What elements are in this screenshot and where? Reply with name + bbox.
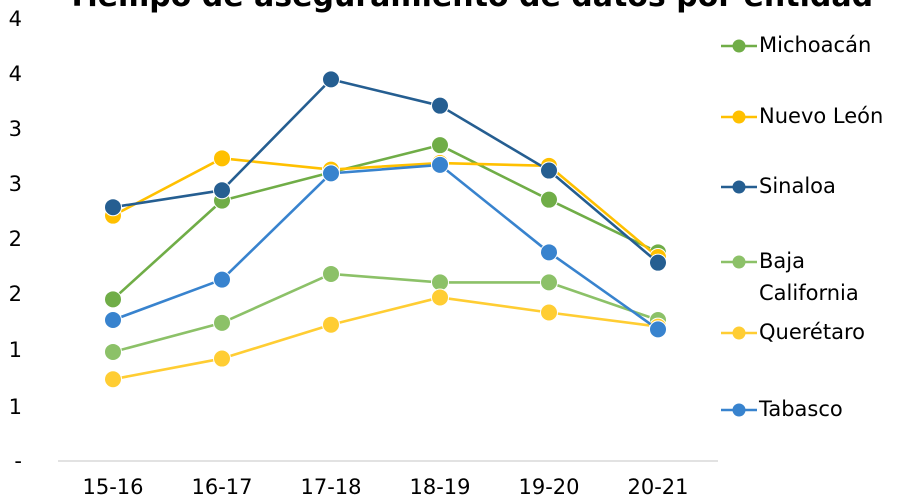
data-point <box>649 320 667 339</box>
chart-title: Tiempo de aseguramiento de datos por ent… <box>67 0 873 14</box>
data-point <box>540 273 558 292</box>
x-tick-label: 17-18 <box>300 475 361 499</box>
y-tick-label: 1 <box>9 338 22 362</box>
legend-label: Tabasco <box>758 397 843 421</box>
legend-marker <box>732 110 746 124</box>
series-line <box>112 163 659 331</box>
legend-label: Baja California <box>759 249 859 305</box>
legend-item: Michoacán <box>721 33 871 57</box>
data-point <box>649 253 667 272</box>
data-point <box>431 136 449 155</box>
legend-marker <box>732 255 746 269</box>
legend-item: Sinaloa <box>721 174 836 198</box>
data-point <box>213 270 231 289</box>
data-point <box>213 181 231 200</box>
y-tick-label: 4 <box>9 62 22 86</box>
data-point <box>213 149 231 168</box>
data-point <box>431 96 449 115</box>
series-group <box>104 70 667 389</box>
data-point <box>431 288 449 307</box>
series-line <box>112 272 659 354</box>
data-point <box>431 273 449 292</box>
y-tick-label: 1 <box>9 395 22 419</box>
data-point <box>322 264 340 283</box>
legend-item: Querétaro <box>721 320 865 344</box>
legend-label: Querétaro <box>759 320 865 344</box>
x-tick-label: 18-19 <box>409 475 470 499</box>
data-point <box>213 313 231 332</box>
data-point <box>104 342 122 361</box>
y-tick-label: 2 <box>9 227 22 251</box>
legend-item: Tabasco <box>721 397 843 421</box>
x-axis-ticks: 15-16 16-17 17-18 18-19 19-20 20-21 <box>82 475 688 499</box>
y-tick-label: 3 <box>9 172 22 196</box>
data-point <box>322 164 340 183</box>
series-line <box>112 296 659 381</box>
y-tick-label: 2 <box>9 282 22 306</box>
series-4 <box>104 288 667 389</box>
legend-marker <box>732 180 746 194</box>
data-point <box>104 290 122 309</box>
legend-label: Nuevo León <box>759 104 883 128</box>
data-point <box>104 311 122 329</box>
data-point <box>322 70 340 89</box>
legend-marker <box>732 39 746 53</box>
x-tick-label: 16-17 <box>191 475 252 499</box>
data-point <box>104 370 122 389</box>
series-line <box>112 157 659 259</box>
series-3 <box>104 264 667 361</box>
legend: Michoacán Nuevo León Sinaloa Baja California… <box>721 33 883 421</box>
data-point <box>213 349 231 368</box>
data-point <box>540 161 558 180</box>
data-point <box>322 315 340 334</box>
x-tick-label: 15-16 <box>82 475 143 499</box>
x-tick-label: 20-21 <box>627 475 688 499</box>
series-0 <box>104 136 667 309</box>
data-point <box>431 155 449 174</box>
legend-label: Sinaloa <box>759 174 836 198</box>
legend-label: Michoacán <box>759 33 871 57</box>
y-tick-label: 3 <box>9 117 22 141</box>
legend-marker <box>732 403 746 417</box>
data-point <box>104 198 122 217</box>
data-point <box>540 190 558 209</box>
y-axis-ticks: - 1 1 2 2 3 3 4 4 <box>9 7 22 473</box>
legend-item: Baja California <box>721 249 859 305</box>
legend-item: Nuevo León <box>721 104 883 128</box>
series-line <box>112 143 659 301</box>
y-tick-label: - <box>14 449 22 473</box>
x-tick-label: 19-20 <box>518 475 579 499</box>
series-5 <box>104 155 667 339</box>
series-2 <box>104 70 667 272</box>
y-tick-label: 4 <box>9 7 22 31</box>
series-1 <box>104 149 667 267</box>
data-point <box>540 303 558 322</box>
series-line <box>112 78 659 264</box>
data-point <box>540 243 558 262</box>
legend-marker <box>732 326 746 340</box>
